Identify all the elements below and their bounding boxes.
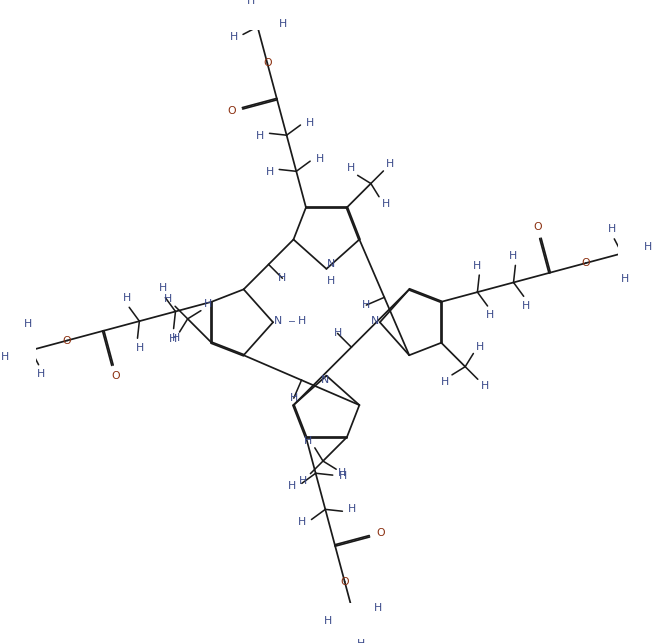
Text: O: O	[533, 222, 542, 232]
Text: −: −	[288, 316, 296, 325]
Text: H: H	[473, 260, 481, 271]
Text: O: O	[340, 577, 349, 586]
Text: H: H	[279, 19, 287, 28]
Text: O: O	[227, 106, 236, 116]
Text: H: H	[476, 341, 485, 352]
Text: H: H	[229, 32, 238, 42]
Text: H: H	[24, 320, 32, 329]
Text: H: H	[509, 251, 517, 261]
Text: H: H	[298, 316, 306, 325]
Text: H: H	[481, 381, 489, 391]
Text: H: H	[278, 273, 287, 284]
Text: H: H	[348, 503, 356, 514]
Text: H: H	[334, 329, 342, 338]
Text: H: H	[136, 343, 144, 353]
Text: H: H	[256, 131, 264, 141]
Text: H: H	[37, 369, 45, 379]
Text: H: H	[315, 154, 324, 163]
Text: H: H	[522, 301, 530, 311]
Text: H: H	[386, 159, 394, 169]
Text: O: O	[581, 258, 590, 268]
Text: H: H	[608, 224, 616, 235]
Text: H: H	[362, 300, 370, 310]
Text: H: H	[288, 481, 296, 491]
Text: H: H	[326, 276, 335, 286]
Text: H: H	[347, 163, 355, 174]
Text: H: H	[168, 334, 177, 344]
Text: H: H	[644, 242, 652, 251]
Text: H: H	[338, 467, 346, 478]
Text: H: H	[441, 377, 449, 387]
Text: H: H	[1, 352, 9, 362]
Text: O: O	[263, 58, 272, 68]
Text: H: H	[339, 471, 347, 481]
Text: N: N	[326, 259, 335, 269]
Text: O: O	[111, 372, 119, 381]
Text: H: H	[299, 476, 308, 485]
Text: N: N	[274, 316, 283, 325]
Text: H: H	[306, 118, 314, 127]
Text: H: H	[159, 283, 167, 293]
Text: H: H	[304, 436, 312, 446]
Text: H: H	[247, 0, 255, 6]
Text: H: H	[486, 311, 494, 320]
Text: H: H	[290, 393, 298, 403]
Text: H: H	[374, 602, 383, 613]
Text: H: H	[621, 275, 629, 284]
Text: H: H	[325, 616, 332, 626]
Text: H: H	[357, 638, 366, 643]
Text: N: N	[372, 316, 379, 325]
Text: H: H	[298, 517, 306, 527]
Text: H: H	[164, 294, 172, 304]
Text: N: N	[321, 375, 328, 385]
Text: H: H	[204, 299, 212, 309]
Text: H: H	[382, 199, 390, 209]
Text: H: H	[172, 333, 180, 343]
Text: O: O	[63, 336, 71, 345]
Text: H: H	[123, 293, 131, 303]
Text: O: O	[376, 529, 385, 538]
Text: H: H	[266, 167, 274, 177]
